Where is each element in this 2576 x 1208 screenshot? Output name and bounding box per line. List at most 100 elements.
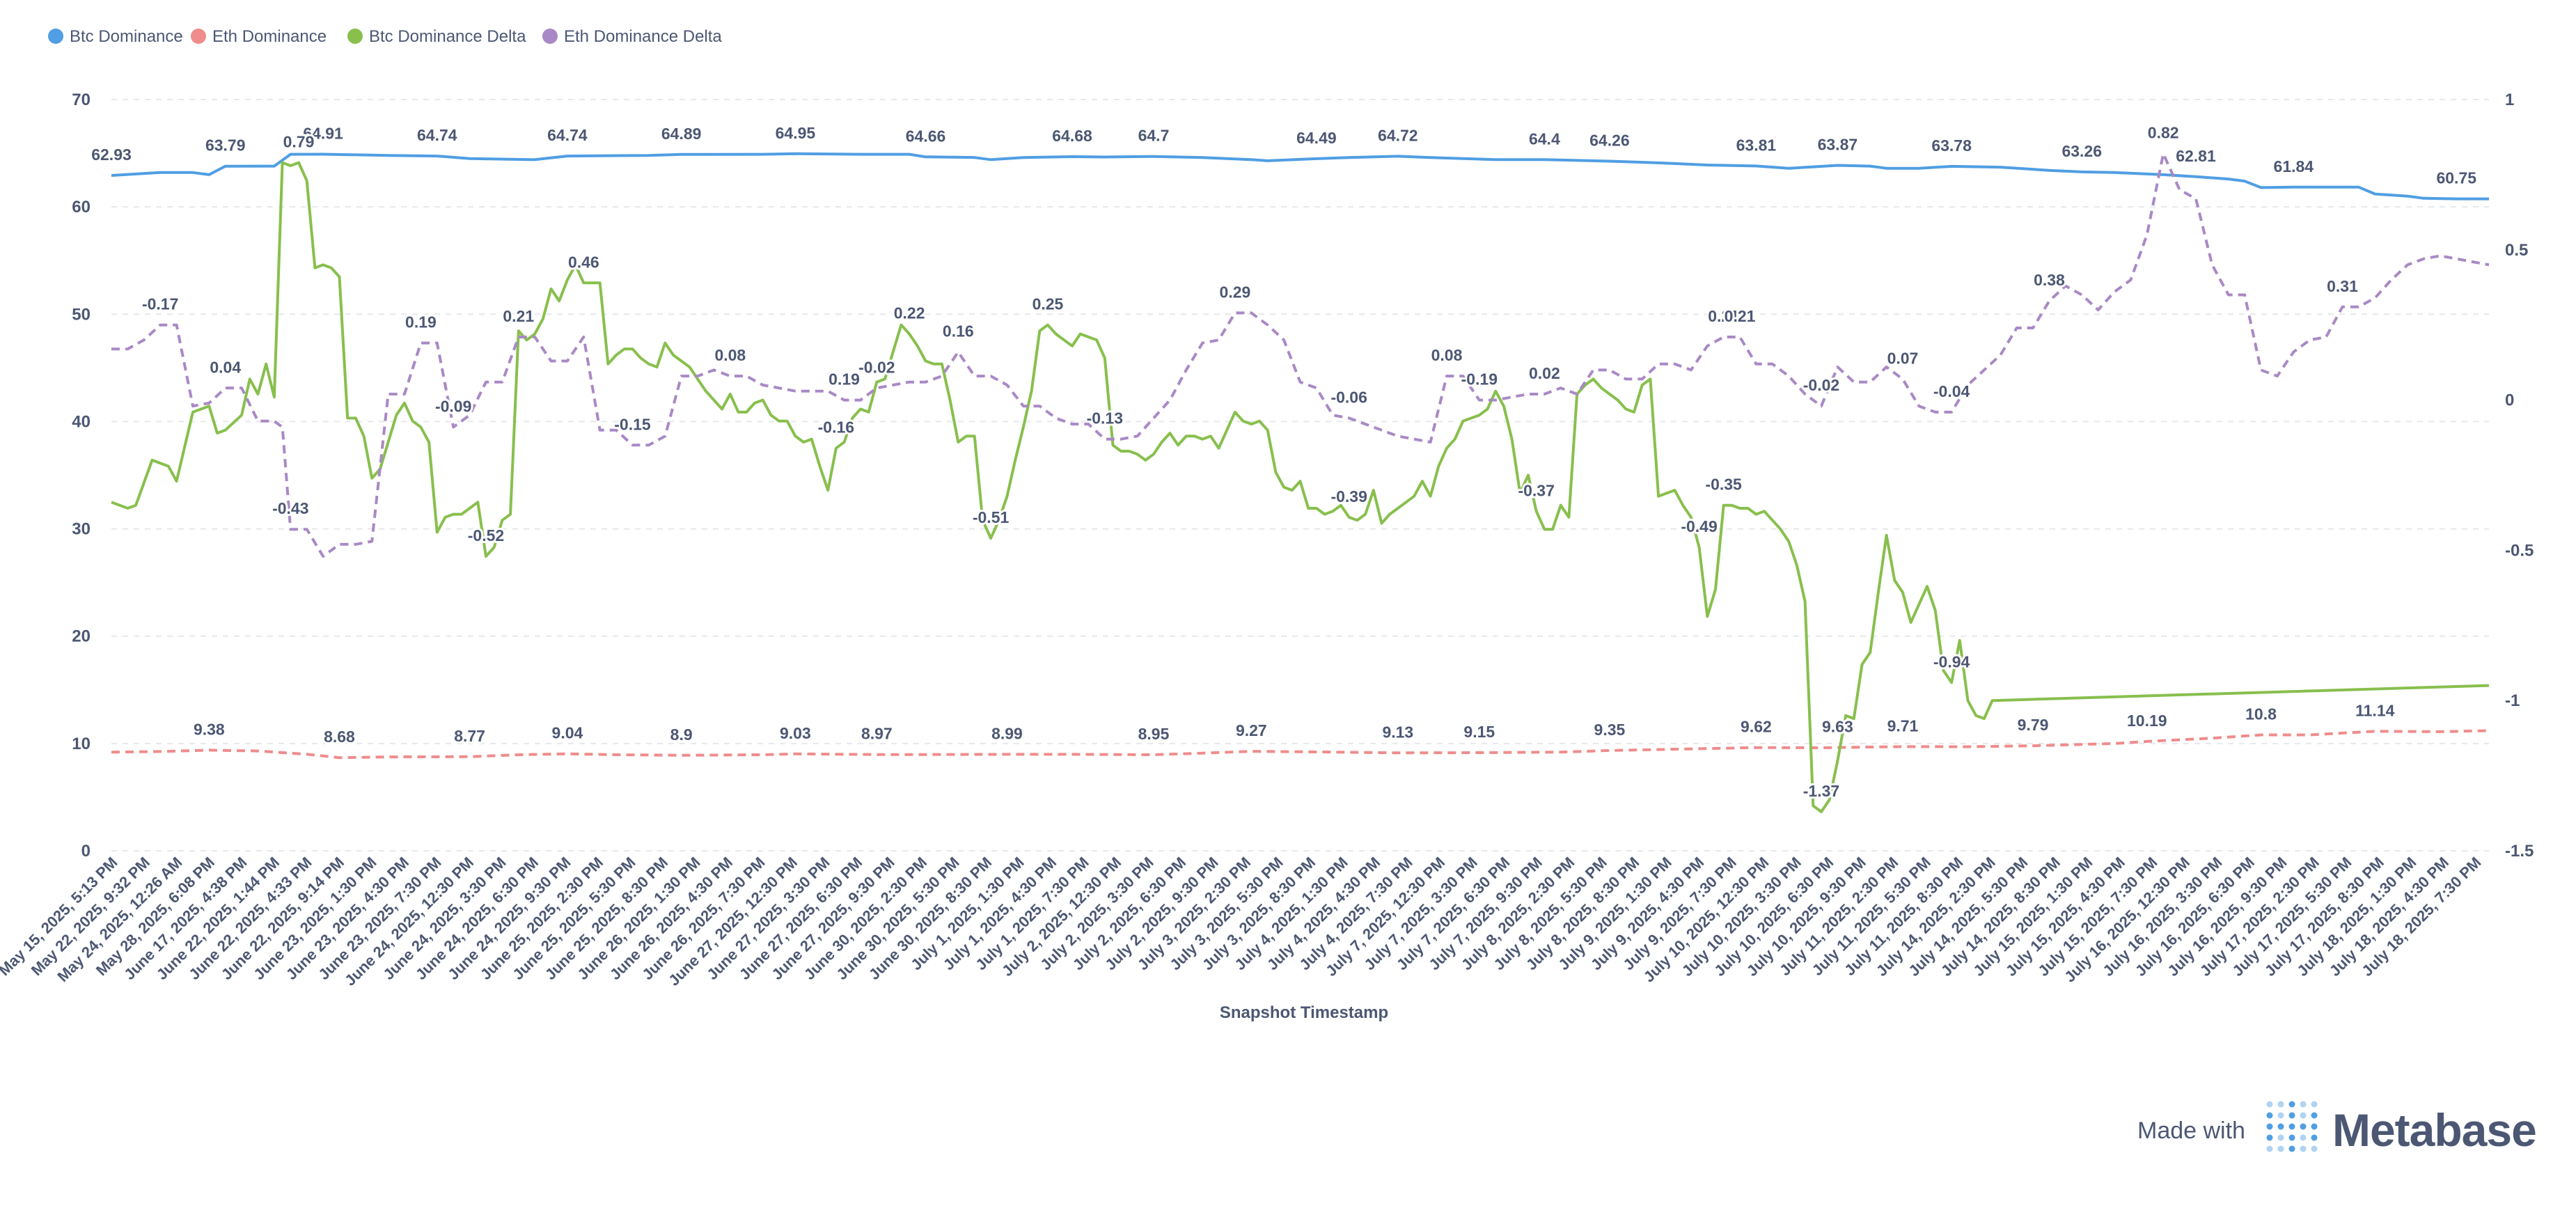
metabase-brand: Metabase bbox=[2332, 1104, 2537, 1156]
eth-delta-data-label: 0.07 bbox=[1887, 349, 1919, 367]
btc-data-label: 64.91 bbox=[303, 124, 343, 142]
eth-data-label: 9.27 bbox=[1236, 721, 1267, 739]
btc-data-label: 62.93 bbox=[91, 146, 132, 164]
y-tick-label: 30 bbox=[72, 520, 91, 539]
btc-delta-data-label: -0.16 bbox=[818, 418, 854, 437]
btc-delta-data-label: 0.22 bbox=[894, 304, 925, 322]
btc-data-label: 60.75 bbox=[2436, 169, 2476, 187]
eth-delta-data-label: 0.19 bbox=[828, 370, 860, 389]
btc-data-label: 64.68 bbox=[1052, 127, 1092, 145]
y-tick-label: 0 bbox=[81, 842, 91, 861]
y-tick-label: 40 bbox=[72, 412, 91, 431]
y2-tick-label: 1 bbox=[2505, 91, 2514, 109]
y2-tick-label: -0.5 bbox=[2505, 541, 2534, 560]
eth-delta-data-label: -0.17 bbox=[142, 295, 178, 313]
eth-data-label: 8.97 bbox=[861, 725, 893, 743]
eth-delta-data-label: 0.31 bbox=[2327, 277, 2358, 295]
btc-data-label: 63.81 bbox=[1736, 136, 1777, 154]
eth-delta-data-label: -0.06 bbox=[1330, 388, 1367, 406]
y-tick-label: 70 bbox=[72, 91, 91, 109]
btc-data-label: 63.78 bbox=[1931, 136, 1972, 155]
btc-data-label: 64.74 bbox=[417, 126, 457, 144]
eth-delta-data-label: -0.04 bbox=[1933, 382, 1970, 400]
btc-data-label: 64.95 bbox=[776, 124, 816, 142]
legend-swatch bbox=[48, 29, 63, 44]
eth-data-label: 9.13 bbox=[1382, 723, 1413, 741]
btc-data-label: 64.72 bbox=[1378, 126, 1418, 144]
eth-data-label: 8.99 bbox=[991, 724, 1023, 742]
eth-data-label: 9.79 bbox=[2018, 716, 2049, 734]
legend: Btc Dominance Eth Dominance Btc Dominance … bbox=[48, 27, 722, 46]
eth-delta-data-label: 0.02 bbox=[1529, 364, 1560, 382]
eth-delta-data-label: -0.02 bbox=[1803, 376, 1839, 394]
btc-data-label: 64.66 bbox=[906, 127, 946, 145]
btc-delta-data-label: -0.52 bbox=[468, 526, 504, 544]
eth-data-label: 9.35 bbox=[1594, 721, 1626, 739]
eth-delta-data-label: -0.13 bbox=[1087, 409, 1123, 427]
eth-delta-data-label: 0.21 bbox=[1725, 307, 1756, 325]
legend-item-label: Eth Dominance Delta bbox=[564, 27, 722, 46]
y2-tick-label: -1 bbox=[2505, 691, 2520, 710]
btc-delta-data-label: 0.79 bbox=[283, 133, 315, 151]
eth-data-label: 10.19 bbox=[2127, 712, 2167, 730]
y-tick-label: 50 bbox=[72, 305, 91, 324]
btc-dominance-line bbox=[111, 152, 2489, 201]
y-axis-left: 0 10 20 30 40 50 60 70 bbox=[72, 91, 91, 861]
legend-swatch bbox=[542, 29, 558, 44]
eth-data-label: 9.62 bbox=[1741, 718, 1772, 736]
legend-swatch bbox=[191, 29, 206, 44]
eth-delta-data-label: 0.38 bbox=[2034, 271, 2065, 289]
series-lines bbox=[111, 152, 2490, 813]
eth-delta-data-label: 0.08 bbox=[1431, 346, 1463, 364]
eth-delta-data-label: 0.04 bbox=[210, 358, 241, 376]
eth-delta-data-label: 0.16 bbox=[943, 322, 974, 340]
eth-data-label: 11.14 bbox=[2355, 701, 2394, 719]
y-axis-right: -1.5 -1 -0.5 0 0.5 1 bbox=[2505, 91, 2534, 861]
btc-delta-data-label: -0.35 bbox=[1705, 476, 1742, 494]
eth-data-label: 8.95 bbox=[1138, 725, 1170, 743]
eth-data-label: 8.68 bbox=[324, 728, 355, 746]
eth-delta-data-label: 0.29 bbox=[1220, 283, 1251, 301]
eth-delta-data-label: 0.21 bbox=[1708, 307, 1739, 325]
btc-delta-data-label: -0.51 bbox=[973, 508, 1010, 526]
btc-delta-data-label: -0.39 bbox=[1330, 487, 1367, 505]
legend-item-label: Btc Dominance bbox=[70, 27, 183, 46]
made-with-text: Made with bbox=[2137, 1117, 2245, 1144]
eth-data-label: 9.38 bbox=[194, 720, 225, 738]
btc-delta-data-label: -0.49 bbox=[1681, 517, 1717, 535]
eth-delta-data-label: 0.08 bbox=[714, 346, 746, 364]
legend-item-label: Btc Dominance Delta bbox=[369, 27, 526, 46]
eth-data-label: 8.9 bbox=[670, 725, 693, 744]
eth-data-label: 10.8 bbox=[2245, 705, 2277, 723]
y2-tick-label: -1.5 bbox=[2505, 842, 2534, 861]
eth-data-label: 9.71 bbox=[1887, 716, 1919, 735]
eth-data-label: 9.03 bbox=[780, 724, 811, 742]
btc-data-label: 63.79 bbox=[205, 136, 246, 155]
btc-delta-data-label: -1.37 bbox=[1803, 782, 1839, 800]
legend-item-label: Eth Dominance bbox=[212, 27, 327, 46]
eth-delta-data-label: -0.15 bbox=[614, 415, 651, 433]
btc-delta-data-label: -0.37 bbox=[1518, 481, 1554, 499]
btc-data-label: 64.7 bbox=[1138, 127, 1170, 145]
y2-tick-label: 0.5 bbox=[2505, 241, 2528, 260]
eth-dominance-delta-line bbox=[111, 152, 2490, 558]
eth-delta-data-label: 0.19 bbox=[405, 313, 437, 331]
btc-delta-data-label: 0.46 bbox=[568, 253, 599, 271]
y-tick-label: 10 bbox=[72, 735, 91, 753]
metabase-logo-icon bbox=[2266, 1101, 2318, 1152]
data-labels: 62.93 63.79 64.91 64.74 64.74 64.89 64.95 64.66… bbox=[89, 122, 2479, 802]
eth-delta-data-label: -0.43 bbox=[272, 499, 308, 517]
x-axis-title: Snapshot Timestamp bbox=[1220, 1003, 1388, 1022]
btc-data-label: 64.89 bbox=[661, 125, 702, 143]
btc-delta-data-label: 0.25 bbox=[1032, 295, 1064, 313]
y-tick-label: 60 bbox=[72, 198, 91, 217]
btc-data-label: 63.87 bbox=[1818, 135, 1858, 153]
btc-data-label: 64.4 bbox=[1529, 130, 1560, 148]
legend-swatch bbox=[347, 29, 363, 44]
btc-data-label: 63.26 bbox=[2061, 142, 2102, 160]
btc-delta-data-label: -0.94 bbox=[1933, 652, 1970, 670]
eth-data-label: 9.63 bbox=[1822, 718, 1853, 736]
btc-data-label: 64.74 bbox=[547, 126, 588, 144]
